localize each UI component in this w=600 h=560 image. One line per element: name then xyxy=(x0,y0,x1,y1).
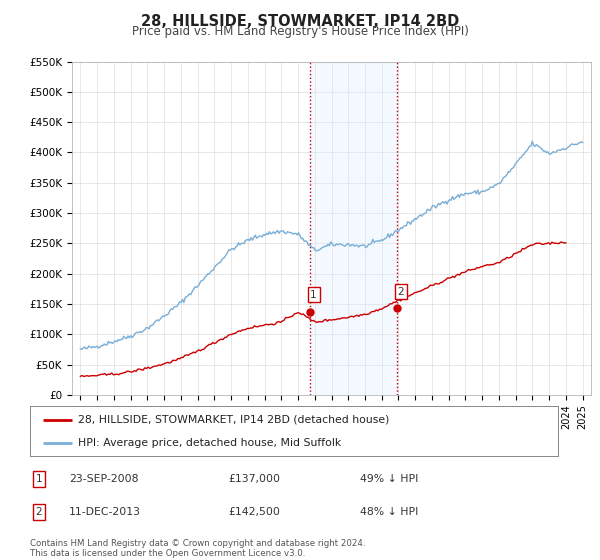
Text: HPI: Average price, detached house, Mid Suffolk: HPI: Average price, detached house, Mid … xyxy=(77,438,341,448)
Text: £137,000: £137,000 xyxy=(228,474,280,484)
Text: Price paid vs. HM Land Registry's House Price Index (HPI): Price paid vs. HM Land Registry's House … xyxy=(131,25,469,38)
Text: Contains HM Land Registry data © Crown copyright and database right 2024.
This d: Contains HM Land Registry data © Crown c… xyxy=(30,539,365,558)
Text: 28, HILLSIDE, STOWMARKET, IP14 2BD (detached house): 28, HILLSIDE, STOWMARKET, IP14 2BD (deta… xyxy=(77,414,389,424)
Text: £142,500: £142,500 xyxy=(228,507,280,517)
Text: 2: 2 xyxy=(35,507,43,517)
Text: 48% ↓ HPI: 48% ↓ HPI xyxy=(360,507,418,517)
Bar xyxy=(310,62,397,395)
Text: 49% ↓ HPI: 49% ↓ HPI xyxy=(360,474,418,484)
Text: 2: 2 xyxy=(397,287,404,296)
Text: 11-DEC-2013: 11-DEC-2013 xyxy=(69,507,141,517)
Text: 23-SEP-2008: 23-SEP-2008 xyxy=(69,474,139,484)
Text: 1: 1 xyxy=(310,290,317,300)
Text: 28, HILLSIDE, STOWMARKET, IP14 2BD: 28, HILLSIDE, STOWMARKET, IP14 2BD xyxy=(141,14,459,29)
Text: 1: 1 xyxy=(35,474,43,484)
